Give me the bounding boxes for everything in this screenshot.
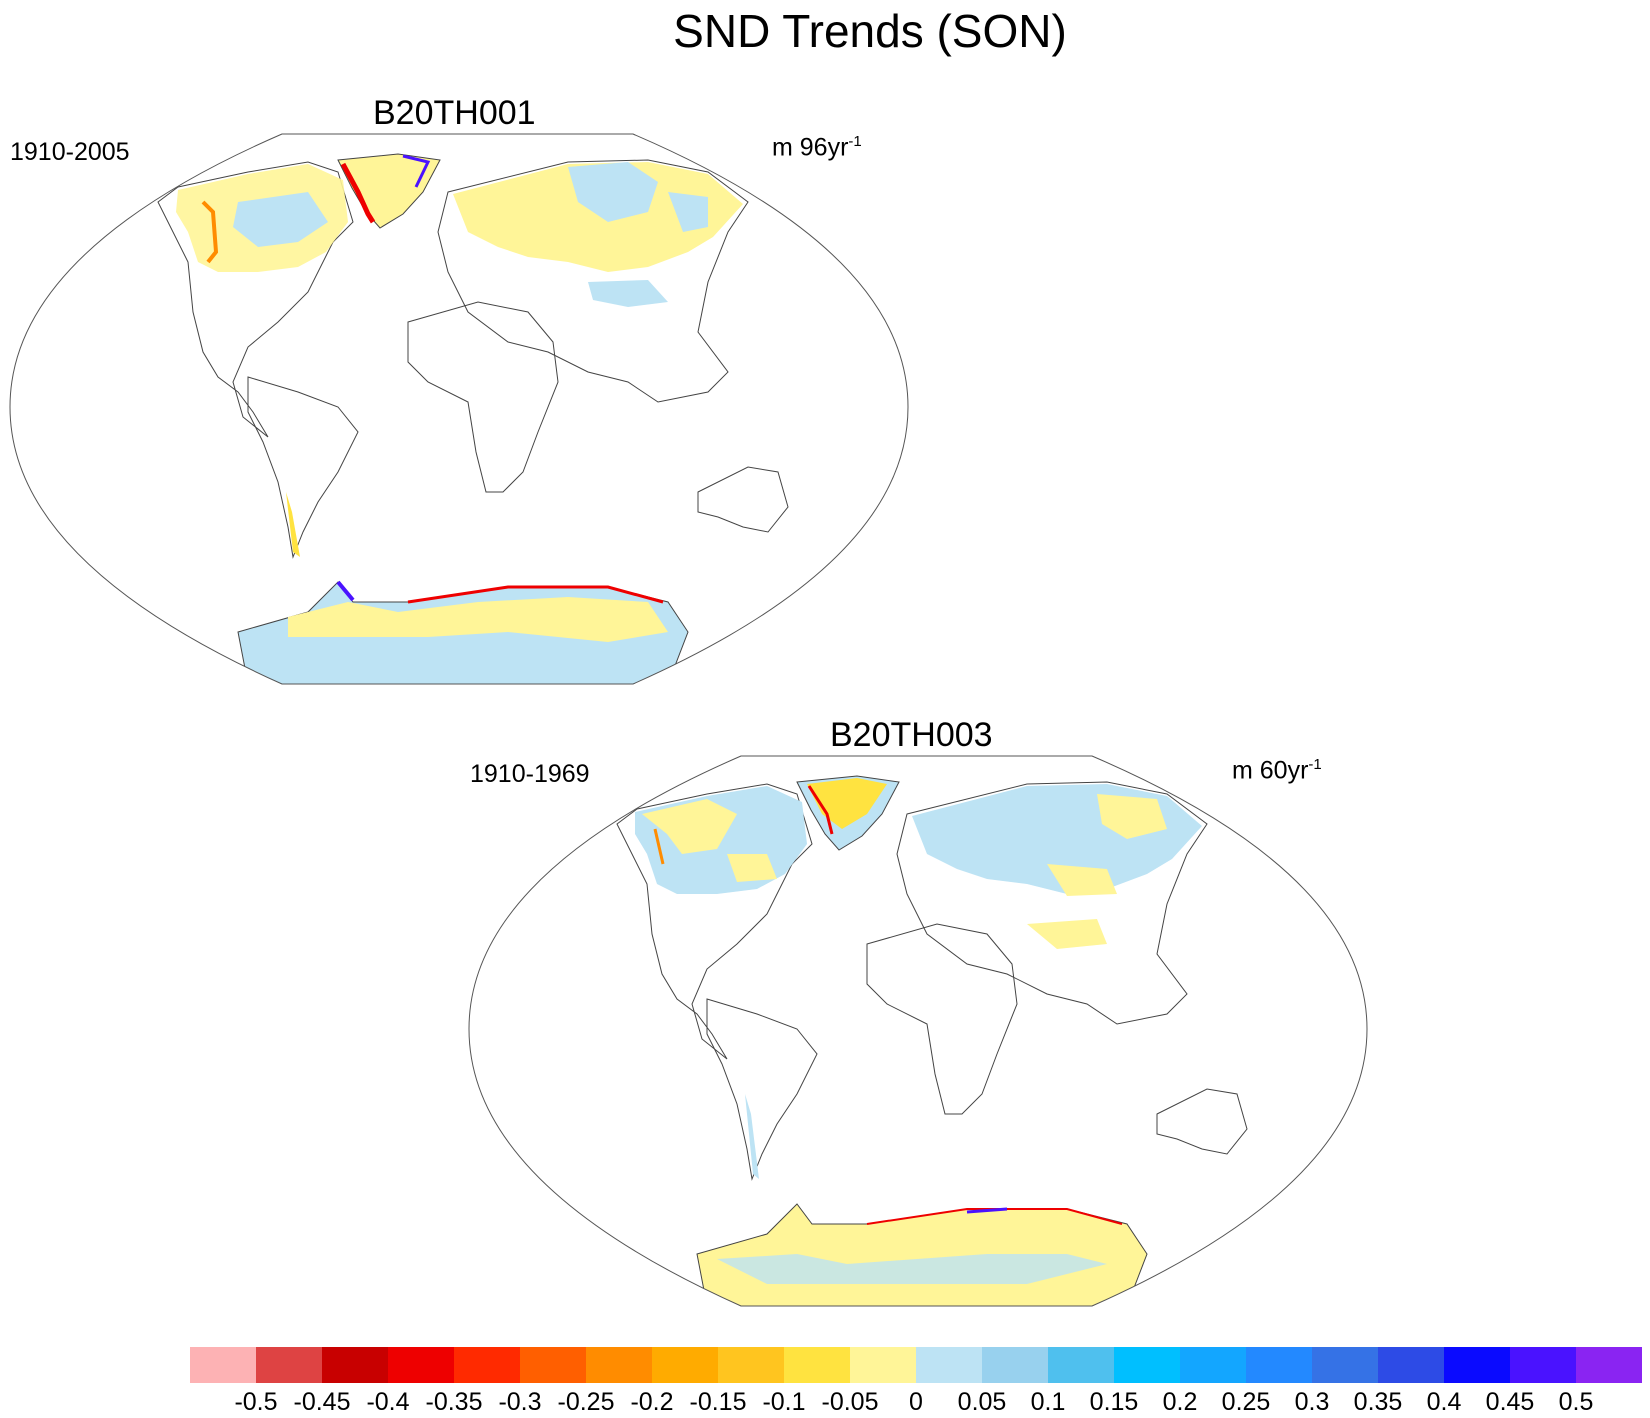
colorbar-tick-label: -0.05 bbox=[821, 1388, 879, 1416]
colorbar-tick-label: 0.2 bbox=[1162, 1388, 1198, 1416]
colorbar-box-3 bbox=[388, 1347, 455, 1383]
colorbar-tick-label: -0.15 bbox=[689, 1388, 747, 1416]
colorbar-box-5 bbox=[520, 1347, 587, 1383]
colorbar-tick-label: -0.5 bbox=[234, 1388, 278, 1416]
figure-title: SND Trends (SON) bbox=[673, 5, 1067, 57]
panel-1-map bbox=[9, 133, 909, 685]
colorbar-box-15 bbox=[1180, 1347, 1247, 1383]
colorbar-tick-label: 0.45 bbox=[1485, 1388, 1535, 1416]
colorbar-tick-label: 0.15 bbox=[1089, 1388, 1139, 1416]
panel-1-units-exponent: -1 bbox=[848, 133, 862, 150]
colorbar-box-8 bbox=[718, 1347, 785, 1383]
panel-1-frame bbox=[9, 133, 909, 685]
colorbar-box-18 bbox=[1378, 1347, 1445, 1383]
colorbar-box-20 bbox=[1510, 1347, 1577, 1383]
colorbar-tick-label: -0.2 bbox=[630, 1388, 674, 1416]
colorbar-tick-label: -0.3 bbox=[498, 1388, 542, 1416]
colorbar-tick-label: -0.45 bbox=[293, 1388, 351, 1416]
colorbar-tick-label: -0.25 bbox=[557, 1388, 615, 1416]
colorbar-box-4 bbox=[454, 1347, 521, 1383]
colorbar-box-9 bbox=[784, 1347, 851, 1383]
colorbar-box-19 bbox=[1444, 1347, 1511, 1383]
africa-land bbox=[866, 923, 1018, 1115]
colorbar-box-17 bbox=[1312, 1347, 1379, 1383]
africa-land bbox=[407, 301, 559, 493]
colorbar-box-0 bbox=[190, 1347, 257, 1383]
panel-2-units-exponent: -1 bbox=[1308, 756, 1322, 773]
colorbar-tick-label: 0.05 bbox=[957, 1388, 1007, 1416]
eurasia-land bbox=[896, 781, 1208, 1025]
panel-2-frame bbox=[468, 755, 1368, 1307]
greenland-land bbox=[337, 153, 441, 229]
colorbar-tick-label: -0.4 bbox=[366, 1388, 410, 1416]
colorbar-box-16 bbox=[1246, 1347, 1313, 1383]
eurasia-land bbox=[437, 159, 749, 403]
colorbar-box-10 bbox=[850, 1347, 917, 1383]
panel-2-units: m 60yr-1 bbox=[1232, 756, 1322, 785]
colorbar-tick-label: 0.4 bbox=[1426, 1388, 1462, 1416]
australia-land bbox=[1156, 1088, 1248, 1155]
colorbar-tick-label: 0.1 bbox=[1030, 1388, 1066, 1416]
colorbar-tick-label: 0.35 bbox=[1353, 1388, 1403, 1416]
colorbar-tick-label: 0.25 bbox=[1221, 1388, 1271, 1416]
colorbar-tick-label: -0.1 bbox=[762, 1388, 806, 1416]
colorbar-box-7 bbox=[652, 1347, 719, 1383]
colorbar-box-6 bbox=[586, 1347, 653, 1383]
panel-1-title: B20TH001 bbox=[373, 94, 536, 132]
colorbar-tick-label: 0.5 bbox=[1558, 1388, 1594, 1416]
colorbar-box-12 bbox=[982, 1347, 1049, 1383]
panel-1-period: 1910-2005 bbox=[10, 138, 130, 166]
panel-1-units: m 96yr-1 bbox=[772, 133, 862, 162]
panel-2-title: B20TH003 bbox=[830, 716, 993, 754]
colorbar-tick-label: -0.35 bbox=[425, 1388, 483, 1416]
antarctica-land bbox=[696, 1203, 1148, 1306]
colorbar-box-13 bbox=[1048, 1347, 1115, 1383]
colorbar-box-2 bbox=[322, 1347, 389, 1383]
south-america-land bbox=[706, 998, 818, 1181]
panel-2-period: 1910-1969 bbox=[470, 760, 590, 788]
panel-2-units-base: m 60yr bbox=[1232, 756, 1309, 785]
panel-1-units-base: m 96yr bbox=[772, 133, 849, 162]
colorbar-box-14 bbox=[1114, 1347, 1181, 1383]
colorbar-box-1 bbox=[256, 1347, 323, 1383]
colorbar-box-21 bbox=[1576, 1347, 1642, 1383]
colorbar-box-11 bbox=[916, 1347, 983, 1383]
colorbar bbox=[190, 1347, 1642, 1383]
colorbar-tick-label: 0.3 bbox=[1294, 1388, 1330, 1416]
australia-land bbox=[697, 466, 789, 533]
colorbar-tick-label: 0 bbox=[909, 1388, 923, 1416]
south-america-land bbox=[247, 376, 359, 559]
panel-2-map bbox=[468, 755, 1368, 1307]
